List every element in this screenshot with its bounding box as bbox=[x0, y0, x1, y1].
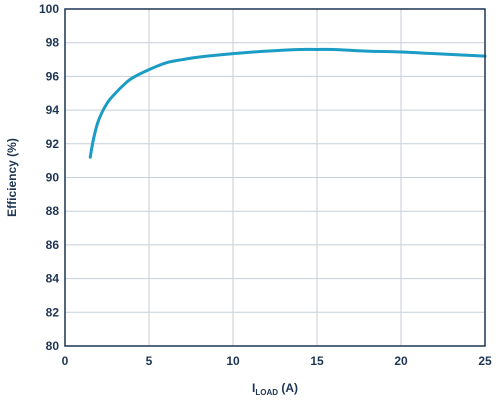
y-tick-label-4: 88 bbox=[46, 204, 60, 218]
y-tick-label-9: 98 bbox=[46, 36, 60, 50]
y-tick-label-6: 92 bbox=[46, 137, 60, 151]
x-tick-label-5: 25 bbox=[478, 354, 492, 368]
x-axis-title: ILOAD (A) bbox=[252, 381, 298, 397]
y-tick-labels: 80 82 84 86 88 90 92 94 96 98 100 bbox=[39, 2, 59, 353]
y-tick-label-0: 80 bbox=[46, 339, 60, 353]
y-axis-title: Efficiency (%) bbox=[5, 138, 19, 217]
x-tick-label-2: 10 bbox=[226, 354, 240, 368]
x-axis-title-unit: (A) bbox=[278, 381, 298, 395]
x-tick-label-0: 0 bbox=[62, 354, 69, 368]
y-tick-label-10: 100 bbox=[39, 2, 59, 16]
plot-frame bbox=[64, 8, 486, 347]
y-tick-label-3: 86 bbox=[46, 238, 60, 252]
x-axis-title-main: I bbox=[252, 381, 255, 395]
efficiency-line-0 bbox=[88, 47, 487, 159]
y-tick-label-1: 82 bbox=[46, 305, 60, 319]
grid-lines bbox=[65, 9, 485, 346]
x-tick-label-4: 20 bbox=[394, 354, 408, 368]
x-tick-label-3: 15 bbox=[310, 354, 324, 368]
series-layer bbox=[88, 47, 487, 159]
x-tick-label-1: 5 bbox=[146, 354, 153, 368]
y-tick-label-5: 90 bbox=[46, 171, 60, 185]
y-tick-label-8: 96 bbox=[46, 69, 60, 83]
y-tick-label-2: 84 bbox=[46, 272, 60, 286]
x-tick-labels: 0 5 10 15 20 25 bbox=[62, 354, 492, 368]
y-tick-label-7: 94 bbox=[46, 103, 60, 117]
x-axis-title-subscript: LOAD bbox=[255, 388, 278, 397]
